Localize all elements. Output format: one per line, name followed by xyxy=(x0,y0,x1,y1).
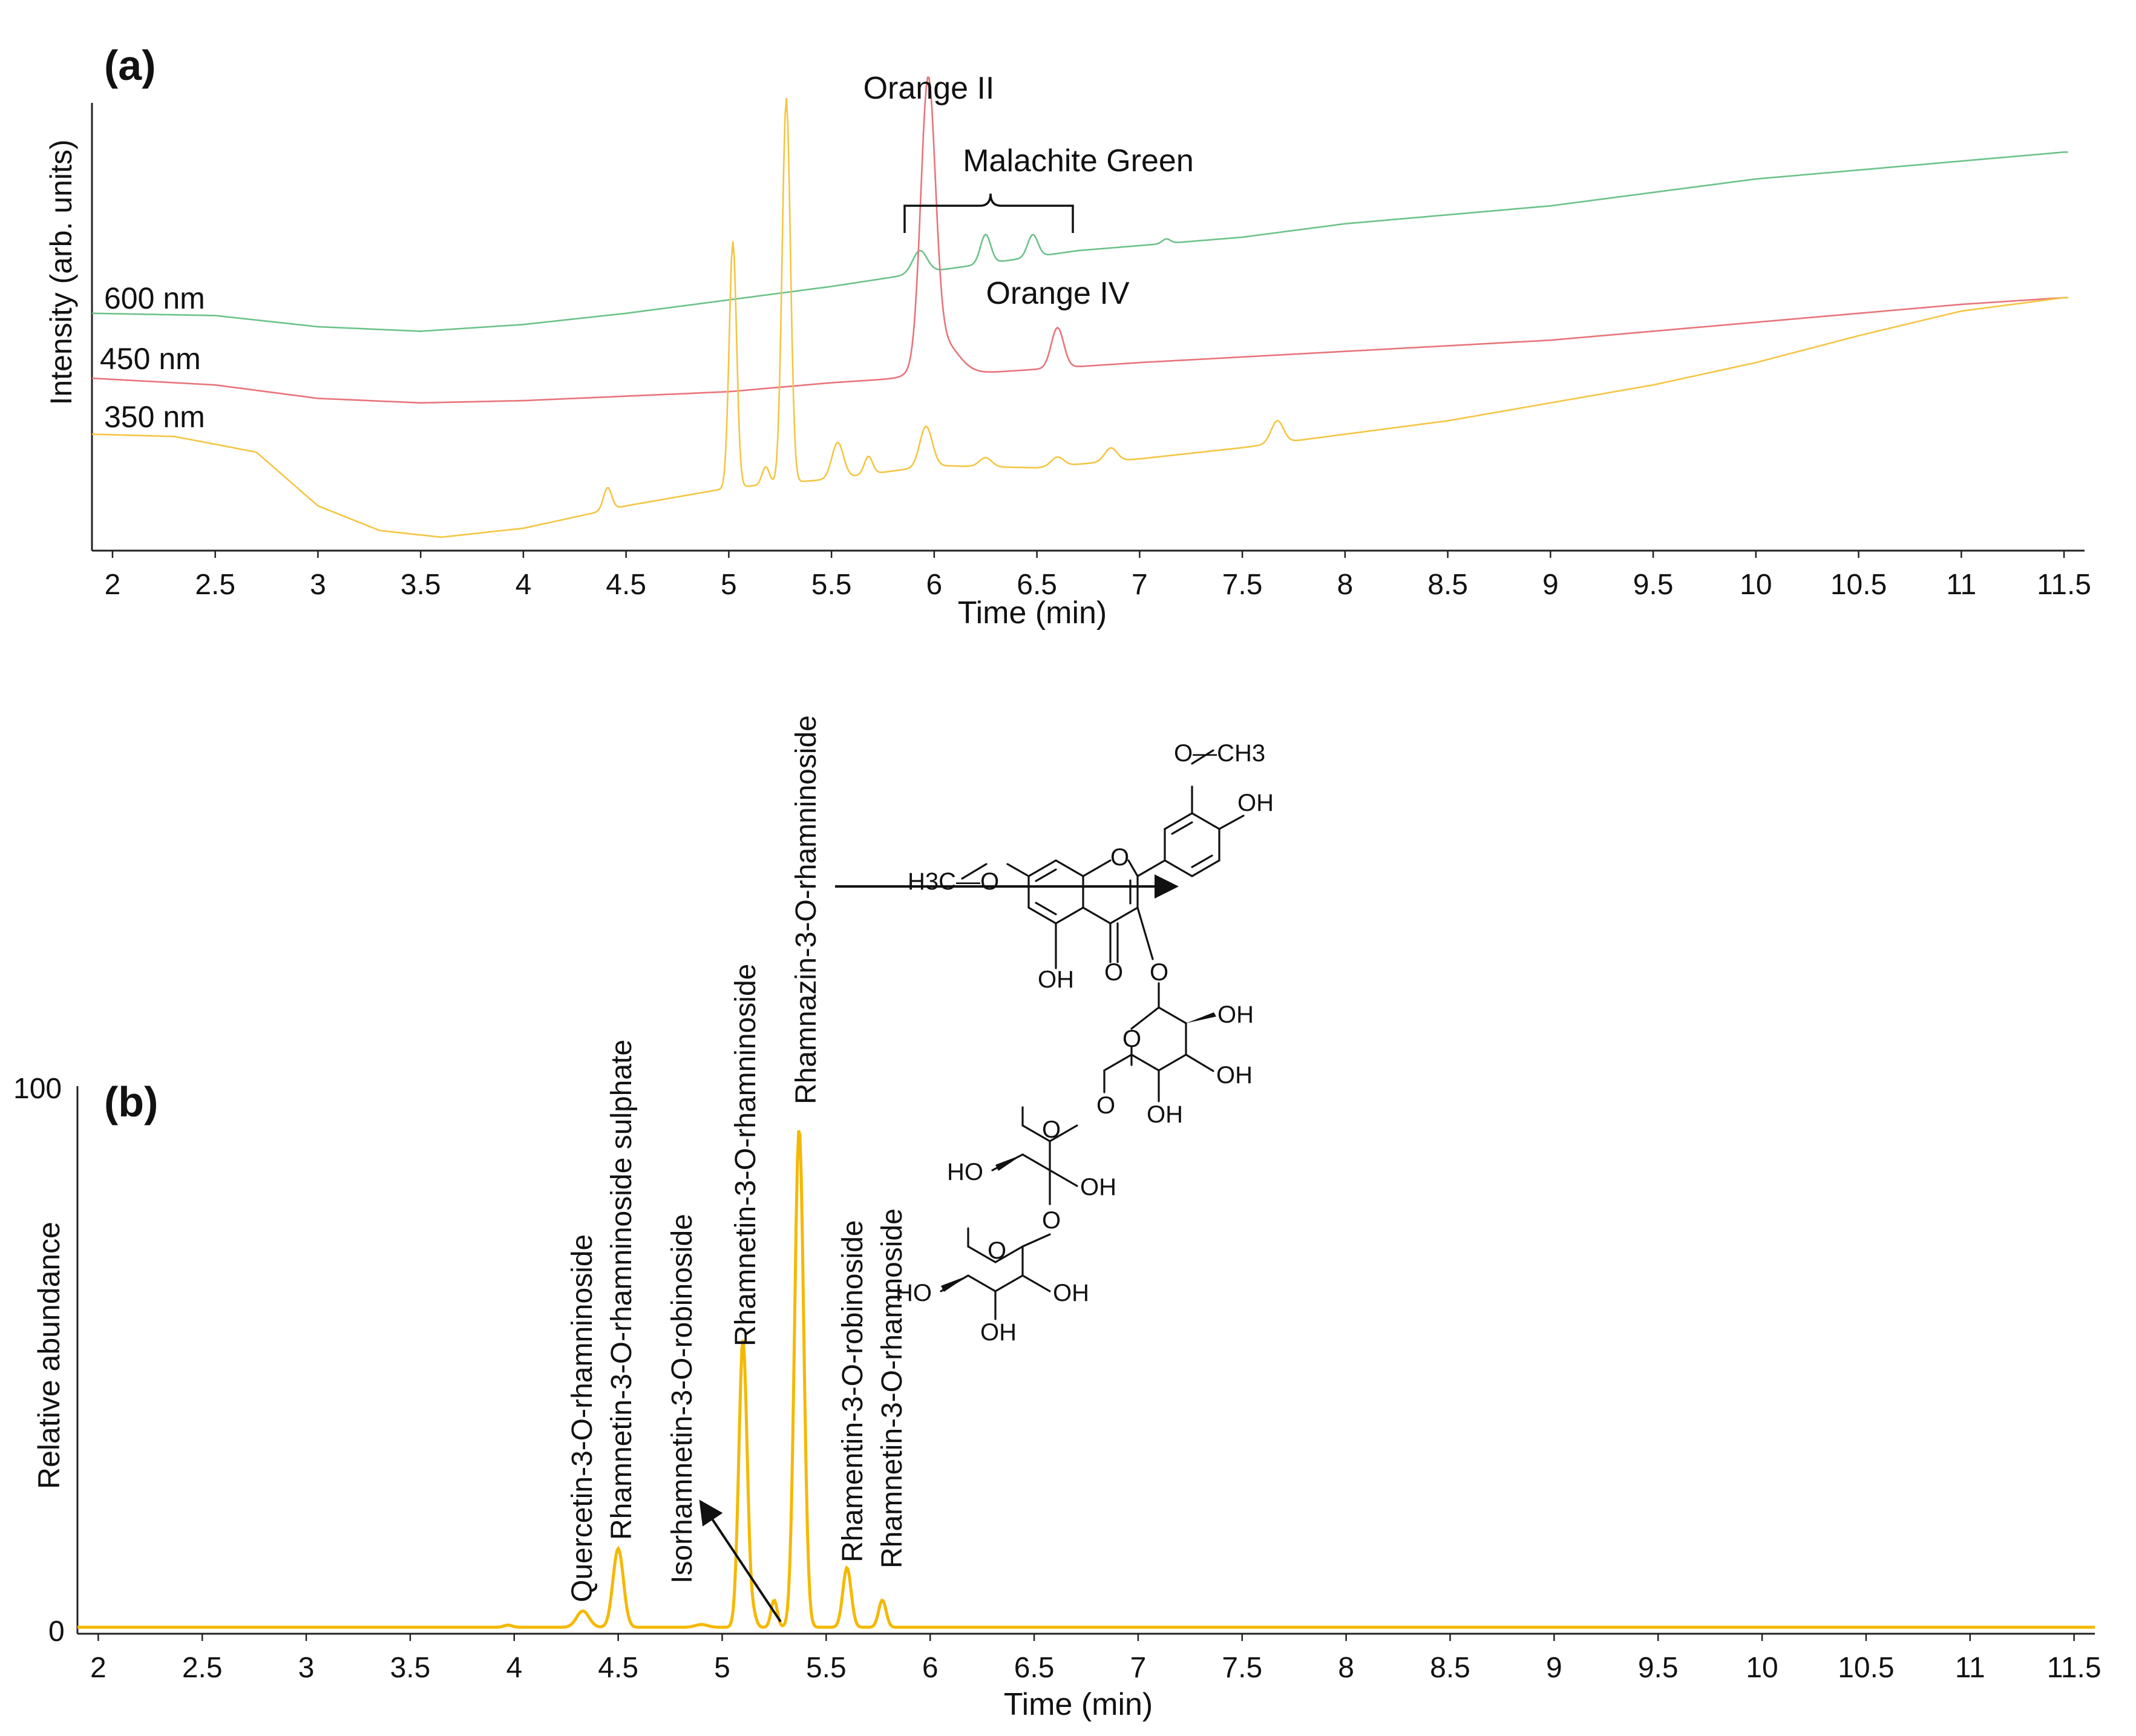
trace-label-350nm: 350 nm xyxy=(104,400,205,434)
panel-a-x-tick-label: 11 xyxy=(1946,569,1976,601)
peak-label-rhamnazin-rhamninoside: Rhamnazin-3-O-rhamninoside xyxy=(790,715,822,1104)
panel-a-label: (a) xyxy=(104,42,156,89)
panel-b-x-tick-label: 7.5 xyxy=(1222,1652,1262,1684)
panel-a-x-tick-label: 8 xyxy=(1337,569,1354,601)
panel-a-x-tick-label: 5.5 xyxy=(811,569,852,601)
chem-label-h3c-o: H3C—O xyxy=(908,868,999,895)
panel-a-x-tick-label: 3 xyxy=(310,569,326,601)
annotation-malachite-green: Malachite Green xyxy=(963,143,1194,179)
panel-a-x-tick-label: 4.5 xyxy=(606,569,646,601)
chem-label-keto-o: O xyxy=(1104,959,1123,986)
panel-b-x-tick-label: 5.5 xyxy=(806,1652,847,1684)
panel-b-y-tick-0: 0 xyxy=(48,1616,65,1648)
panel-a-x-tick-label: 9 xyxy=(1542,569,1559,601)
panel-b-x-tick-label: 10.5 xyxy=(1838,1652,1894,1684)
panel-b-x-tick-label: 3.5 xyxy=(390,1652,431,1684)
peak-label-isorhamnetin-robinoside: Isorhamnetin-3-O-robinoside xyxy=(666,1214,698,1584)
panel-b-x-tick-label: 6 xyxy=(922,1652,939,1684)
panel-a-x-tick-label: 8.5 xyxy=(1427,569,1468,601)
peak-label-rhamnetin-rhamninoside-sulphate: Rhamnetin-3-O-rhamninoside sulphate xyxy=(606,1040,638,1540)
peak-label-rhamnetin-rhamnoside: Rhamnetin-3-O-rhamnoside xyxy=(876,1208,908,1568)
panel-b: (b) Relative abundance 100 0 2 2.5 3 3.5 4 4.… xyxy=(13,715,2102,1722)
panel-a-x-tick-label: 2.5 xyxy=(195,569,235,601)
panel-b-x-tick-label: 11 xyxy=(1955,1652,1985,1684)
panel-a: (a) Intensity (arb. units) 2 2.5 3 3.5 4 4.5 5… xyxy=(44,42,2091,631)
panel-a-x-tick-label: 6 xyxy=(926,569,943,601)
trace-450nm xyxy=(91,76,2068,404)
trace-350nm xyxy=(91,97,2068,539)
trace-label-600nm: 600 nm xyxy=(104,281,205,315)
panel-b-x-tick-label: 3 xyxy=(298,1652,315,1684)
rhamnazin-rhamninoside-structure: O—CH3 OH O H3C—O OH O O O OH OH OH O O H… xyxy=(896,740,1274,1346)
panel-b-x-ticks: 2 2.5 3 3.5 4 4.5 5 5.5 6 6.5 7 7.5 8 8.5 9 9.5 10 10.5 11… xyxy=(90,1634,2102,1684)
chem-label-och3: O—CH3 xyxy=(1174,740,1265,767)
malachite-green-brace xyxy=(903,193,1074,233)
chem-label-glucose-oh-4: OH xyxy=(1147,1101,1183,1128)
annotation-orange-iv: Orange IV xyxy=(986,276,1129,311)
panel-b-x-tick-label: 8.5 xyxy=(1430,1652,1470,1684)
chem-label-rha2-oh-bottom: OH xyxy=(980,1319,1017,1346)
panel-b-label: (b) xyxy=(104,1078,158,1125)
panel-b-x-tick-label: 8 xyxy=(1338,1652,1354,1684)
panel-a-x-tick-label: 9.5 xyxy=(1633,569,1674,601)
panel-b-x-axis-label: Time (min) xyxy=(1004,1687,1153,1722)
chem-label-rha2-oh: OH xyxy=(1053,1280,1089,1306)
panel-a-x-tick-label: 7 xyxy=(1132,569,1148,601)
panel-a-x-tick-label: 10.5 xyxy=(1830,569,1887,601)
panel-a-x-tick-label: 6.5 xyxy=(1017,569,1057,601)
chem-label-glucose-oh-2: OH xyxy=(1217,1001,1254,1028)
panel-a-x-tick-label: 4 xyxy=(516,569,532,601)
panel-a-x-tick-label: 2 xyxy=(105,569,121,601)
panel-b-trace xyxy=(77,1130,2095,1629)
chem-label-link-o: O xyxy=(1096,1092,1115,1119)
panel-b-x-tick-label: 9.5 xyxy=(1638,1652,1679,1684)
panel-a-x-ticks: 2 2.5 3 3.5 4 4.5 5 5.5 6 6.5 7 7.5 8 8.5 9 9.5 10 10.5 11… xyxy=(105,551,2091,601)
panel-b-x-tick-label: 6.5 xyxy=(1014,1652,1055,1684)
panel-a-x-tick-label: 5 xyxy=(721,569,737,601)
chem-label-glycosidic-o: O xyxy=(1150,959,1168,986)
panel-b-x-tick-label: 4.5 xyxy=(598,1652,638,1684)
chem-label-rha1-oh: OH xyxy=(1080,1174,1116,1200)
panel-b-x-tick-label: 10 xyxy=(1746,1652,1778,1684)
chem-label-glucose-oh-3: OH xyxy=(1216,1062,1253,1089)
chem-label-glucose-ring-o: O xyxy=(1122,1026,1141,1052)
panel-a-x-tick-label: 7.5 xyxy=(1222,569,1263,601)
panel-a-x-tick-label: 11.5 xyxy=(2037,569,2091,601)
panel-a-y-axis-label: Intensity (arb. units) xyxy=(44,139,78,405)
panel-a-x-tick-label: 3.5 xyxy=(401,569,441,601)
trace-relative-abundance xyxy=(77,1130,2095,1629)
panel-b-y-axis-label: Relative abundance xyxy=(32,1222,66,1489)
chem-label-5-oh: OH xyxy=(1038,966,1074,993)
chem-label-rha-link-o: O xyxy=(1042,1207,1061,1234)
panel-b-x-tick-label: 2 xyxy=(90,1652,106,1684)
panel-b-x-tick-label: 4 xyxy=(506,1652,522,1684)
chem-label-b-ring-oh: OH xyxy=(1237,790,1274,816)
panel-a-x-axis-label: Time (min) xyxy=(958,595,1107,631)
trace-600nm xyxy=(92,151,2068,332)
panel-b-x-tick-label: 2.5 xyxy=(182,1652,223,1684)
chem-label-rha2-ho: HO xyxy=(896,1280,932,1306)
trace-label-450nm: 450 nm xyxy=(100,342,201,376)
panel-b-x-tick-label: 11.5 xyxy=(2047,1652,2102,1684)
panel-b-x-tick-label: 7 xyxy=(1130,1652,1147,1684)
panel-b-x-tick-label: 9 xyxy=(1546,1652,1562,1684)
annotation-orange-ii: Orange II xyxy=(863,71,995,106)
chem-label-rha1-ho: HO xyxy=(947,1159,983,1185)
peak-label-rhamnetin-rhamninoside: Rhamnetin-3-O-rhamninoside xyxy=(730,964,762,1346)
panel-a-x-tick-label: 10 xyxy=(1740,569,1772,601)
panel-b-y-tick-100: 100 xyxy=(13,1073,62,1105)
peak-label-rhamentin-robinoside: Rhamentin-3-O-robinoside xyxy=(837,1220,869,1562)
peak-label-quercetin-rhamninoside: Quercetin-3-O-rhamninoside xyxy=(566,1234,598,1602)
panel-a-traces xyxy=(91,76,2068,539)
isorhamnetin-arrow xyxy=(699,1499,782,1623)
panel-b-x-tick-label: 5 xyxy=(714,1652,730,1684)
chem-label-rha1-ring-o: O xyxy=(1042,1116,1061,1143)
chem-label-ring-o: O xyxy=(1110,844,1129,871)
chem-label-rha2-ring-o: O xyxy=(988,1237,1006,1264)
